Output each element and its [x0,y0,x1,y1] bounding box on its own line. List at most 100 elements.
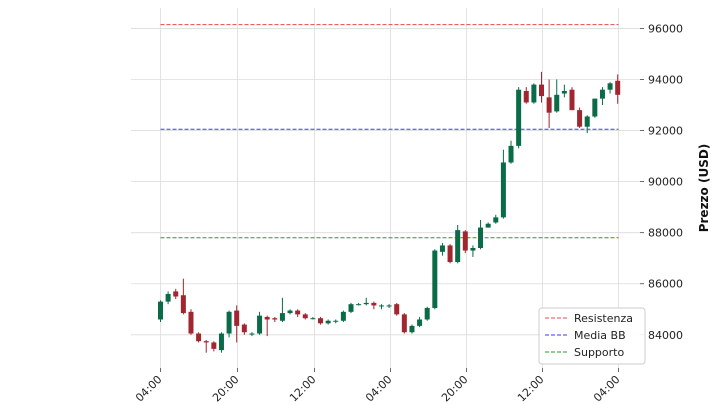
y-axis-ticks: 84000 86000 88000 90000 92000 94000 96000 [640,22,683,342]
candle-body [394,304,400,315]
candle [485,222,491,228]
candle-body [485,223,491,228]
candle [493,214,499,224]
candle [165,291,171,305]
candle [226,310,232,338]
candle-body [378,305,384,307]
candle-body [447,245,453,263]
candle-body [599,89,605,99]
x-tick-label: 04:00 [133,373,165,405]
candle [272,316,278,323]
candle-body [196,333,202,342]
candle [348,302,354,314]
candle [325,319,331,325]
y-tick-label: 86000 [648,278,683,291]
y-tick-label: 88000 [648,227,683,240]
candle [394,302,400,316]
candle [577,107,583,128]
y-axis-label: Prezzo (USD) [697,144,711,233]
candle [539,71,544,103]
candle [211,341,217,352]
candle-body [439,245,445,252]
candle-body [607,83,613,90]
candle-body [462,231,468,251]
candle-body [478,227,484,248]
candle-body [615,80,621,95]
y-tick-label: 96000 [648,22,683,35]
candle [264,315,270,337]
candle-body [203,341,209,343]
candle [310,316,316,320]
candle [363,297,369,306]
candle [546,79,552,128]
candle [241,323,247,335]
candle-body [241,324,247,333]
candle-body [554,94,560,112]
candle [516,87,522,149]
candle-body [417,319,423,326]
reference-lines [160,24,619,239]
candle-body [318,318,324,324]
candle-body [546,97,552,113]
candle-body [158,301,163,320]
candle-body [340,311,346,321]
x-tick-label: 12:00 [515,373,547,405]
candle [607,82,613,94]
candle-body [211,342,217,349]
candle [188,309,194,335]
candle-body [234,310,240,326]
candle-body [325,320,331,324]
legend-label: Media BB [574,329,626,342]
candle-body [279,313,285,321]
candle-body [249,333,255,335]
candle [158,300,163,323]
candle-body [584,116,590,127]
candle-body [180,295,186,314]
candle-body [493,217,499,223]
candle [409,324,415,334]
candle [333,319,339,324]
x-tick-label: 04:00 [591,373,623,405]
candle [592,98,598,118]
legend-label: Resistenza [574,312,633,325]
candle [203,339,209,353]
candle-body [523,90,529,103]
legend: Resistenza Media BB Supporto [538,307,646,365]
candle [531,83,537,104]
candle-body [577,110,583,127]
y-tick-label: 92000 [648,125,683,138]
candle [356,302,362,306]
candle-body [508,145,514,163]
candle-body [539,84,544,97]
candle-body [165,293,171,302]
candle [279,297,285,323]
candle [470,245,476,257]
candle-body [287,310,293,314]
candle [462,230,468,254]
candle-body [516,89,522,146]
candle [340,310,346,323]
y-tick-label: 94000 [648,73,683,86]
candle [287,309,293,315]
candle [371,301,377,310]
candle [584,115,590,134]
candle [234,305,240,343]
candle-body [531,84,537,103]
candle-body [302,314,308,319]
candle [500,149,506,219]
candle-body [257,315,263,334]
candle-body [470,248,476,251]
candle-body [569,89,575,111]
candle [173,288,179,300]
candle-body [348,304,354,312]
candle-body [592,98,598,117]
candle [561,84,567,98]
y-tick-label: 90000 [648,176,683,189]
candle [439,242,445,256]
candle [554,79,560,113]
candle-body [455,230,461,263]
x-tick-label: 20:00 [439,373,471,405]
candle-body [226,311,232,334]
